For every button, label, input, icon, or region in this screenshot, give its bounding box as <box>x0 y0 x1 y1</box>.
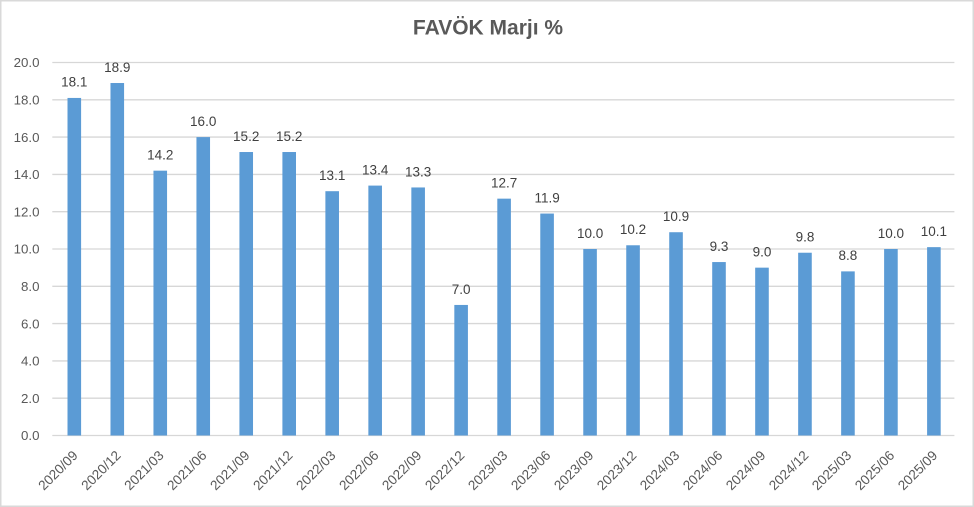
svg-text:10.2: 10.2 <box>620 222 646 237</box>
svg-text:6.0: 6.0 <box>21 316 40 331</box>
svg-text:7.0: 7.0 <box>452 282 471 297</box>
svg-text:12.0: 12.0 <box>14 204 40 219</box>
svg-text:18.9: 18.9 <box>104 60 130 75</box>
svg-text:8.0: 8.0 <box>21 279 40 294</box>
svg-text:10.1: 10.1 <box>921 224 947 239</box>
svg-text:FAVÖK Marjı %: FAVÖK Marjı % <box>413 17 563 40</box>
svg-text:0.0: 0.0 <box>21 428 40 443</box>
svg-text:20.0: 20.0 <box>14 55 40 70</box>
svg-text:14.0: 14.0 <box>14 167 40 182</box>
svg-text:15.2: 15.2 <box>233 129 259 144</box>
svg-text:9.3: 9.3 <box>710 239 729 254</box>
svg-text:16.0: 16.0 <box>14 130 40 145</box>
svg-text:13.1: 13.1 <box>319 168 345 183</box>
svg-text:18.1: 18.1 <box>61 75 87 90</box>
svg-text:10.0: 10.0 <box>14 242 40 257</box>
svg-text:16.0: 16.0 <box>190 114 216 129</box>
svg-text:10.0: 10.0 <box>577 226 603 241</box>
svg-text:2.0: 2.0 <box>21 391 40 406</box>
svg-text:11.9: 11.9 <box>534 190 559 205</box>
svg-text:4.0: 4.0 <box>21 354 40 369</box>
svg-text:12.7: 12.7 <box>491 175 517 190</box>
svg-text:18.0: 18.0 <box>14 93 40 108</box>
svg-text:10.9: 10.9 <box>663 209 689 224</box>
svg-text:9.0: 9.0 <box>753 244 772 259</box>
svg-text:13.4: 13.4 <box>362 162 389 177</box>
svg-text:10.0: 10.0 <box>878 226 904 241</box>
svg-text:9.8: 9.8 <box>796 230 815 245</box>
svg-text:13.3: 13.3 <box>405 164 431 179</box>
svg-text:14.2: 14.2 <box>147 148 173 163</box>
svg-text:15.2: 15.2 <box>276 129 302 144</box>
svg-text:8.8: 8.8 <box>839 248 858 263</box>
